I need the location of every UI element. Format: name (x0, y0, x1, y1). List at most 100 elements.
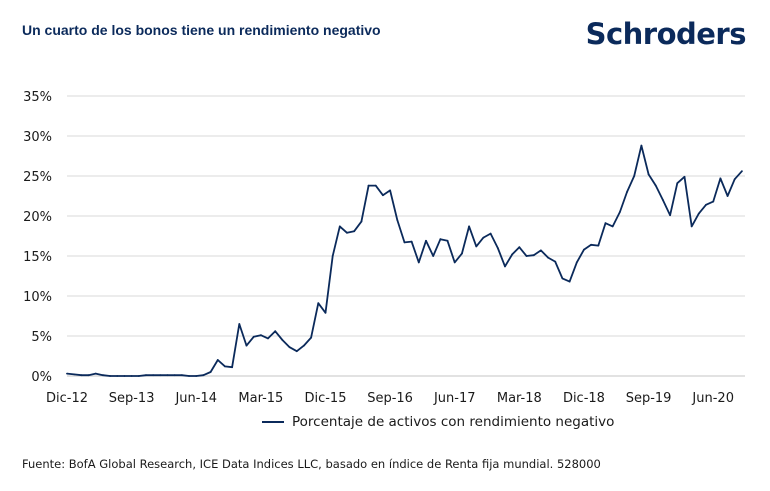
data-point (468, 225, 470, 228)
data-point (604, 222, 607, 225)
data-point (259, 334, 262, 337)
data-point (417, 261, 420, 264)
data-point (195, 375, 198, 377)
data-point (683, 175, 686, 178)
data-point (238, 323, 241, 325)
data-point (662, 199, 664, 201)
data-point (597, 244, 600, 247)
data-point (87, 374, 90, 377)
data-point (130, 375, 133, 377)
y-tick-label: 0% (31, 370, 52, 385)
data-point (188, 375, 190, 377)
data-point (80, 374, 83, 377)
data-point (310, 336, 313, 339)
data-point (303, 344, 305, 347)
data-point (733, 178, 736, 181)
legend-label: Porcentaje de activos con rendimiento ne… (292, 414, 615, 430)
data-point (166, 374, 169, 377)
data-point (360, 220, 363, 223)
data-point (518, 246, 521, 249)
x-tick-label: Dic-18 (563, 391, 605, 406)
data-point (346, 231, 348, 234)
data-point (618, 211, 621, 213)
y-axis-ticks: 0% 5% 10% 15% 20% 25% 30% 35% (23, 90, 52, 385)
data-point (482, 236, 485, 239)
y-tick-label: 35% (23, 90, 52, 105)
data-point (525, 255, 528, 257)
data-point (547, 256, 549, 259)
legend: Porcentaje de activos con rendimiento ne… (262, 414, 614, 430)
gridlines (67, 95, 745, 377)
data-point (410, 240, 413, 243)
data-point (511, 253, 514, 256)
y-tick-label: 20% (23, 210, 52, 225)
data-point (180, 374, 183, 377)
data-point (159, 374, 162, 377)
legend-swatch (262, 421, 284, 423)
data-point (288, 346, 291, 349)
x-tick-label: Mar-15 (238, 391, 283, 406)
data-point (633, 175, 636, 177)
data-point (676, 182, 679, 185)
data-point (202, 374, 205, 377)
data-point (583, 248, 585, 251)
source-footnote: Fuente: BofA Global Research, ICE Data I… (22, 457, 601, 471)
data-point (145, 374, 147, 377)
data-point (382, 194, 384, 197)
y-tick-label: 30% (23, 130, 52, 145)
data-point (252, 335, 255, 338)
data-point (705, 203, 707, 206)
data-point (331, 255, 334, 257)
data-points (66, 144, 743, 377)
data-point (274, 330, 277, 333)
data-point (590, 243, 593, 246)
data-point (561, 277, 564, 280)
data-point (389, 189, 391, 192)
data-point (367, 184, 370, 187)
data-point (489, 232, 492, 235)
data-point (439, 238, 442, 241)
x-tick-label: Sep-13 (109, 391, 155, 406)
data-point (575, 261, 578, 264)
data-point (504, 265, 506, 268)
y-tick-label: 25% (23, 170, 52, 185)
data-point (712, 200, 715, 203)
data-point (374, 184, 377, 187)
chart-title: Un cuarto de los bonos tiene un rendimie… (22, 22, 381, 38)
x-tick-label: Jun-14 (174, 391, 217, 406)
data-point (568, 280, 571, 283)
data-point (532, 254, 535, 257)
data-point (726, 195, 729, 197)
data-point (173, 374, 176, 377)
data-point (338, 225, 341, 228)
data-point (697, 212, 700, 215)
data-point (425, 239, 427, 242)
data-point (403, 241, 406, 244)
data-point (475, 245, 478, 248)
data-point (640, 144, 643, 147)
data-point (539, 249, 542, 252)
data-point (647, 173, 650, 176)
data-point (152, 374, 155, 377)
data-point (626, 191, 628, 193)
data-point (216, 359, 219, 361)
data-point (94, 372, 97, 375)
data-point (137, 375, 140, 377)
data-point (741, 170, 743, 173)
data-point (611, 225, 614, 228)
y-tick-label: 10% (23, 290, 52, 305)
data-point (353, 230, 356, 233)
y-tick-label: 5% (31, 330, 52, 345)
x-tick-label: Mar-18 (497, 391, 542, 406)
x-tick-label: Sep-16 (367, 391, 413, 406)
data-point (102, 374, 104, 377)
data-point (209, 371, 212, 373)
data-point (396, 219, 399, 221)
x-tick-label: Jun-17 (433, 391, 476, 406)
data-point (719, 177, 722, 180)
data-point (73, 373, 76, 376)
data-point (109, 375, 111, 377)
data-point (123, 375, 126, 377)
data-point (432, 255, 435, 257)
